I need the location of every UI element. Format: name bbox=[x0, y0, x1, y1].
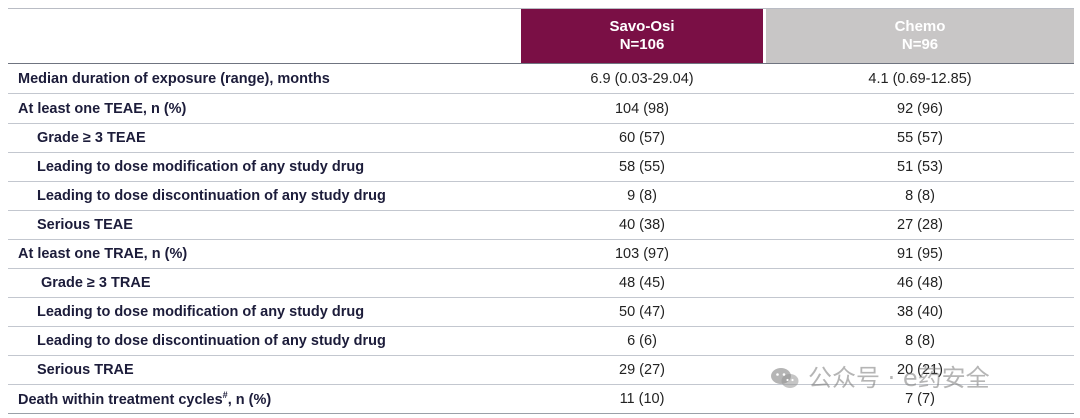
table-row: Median duration of exposure (range), mon… bbox=[8, 64, 1074, 94]
cell-savo-osi: 60 (57) bbox=[619, 129, 665, 146]
watermark-text: 公众号 · e药安全 bbox=[808, 364, 990, 392]
cell-chemo: 7 (7) bbox=[905, 390, 935, 407]
cell-savo-osi: 103 (97) bbox=[614, 245, 669, 262]
row-label-main: Death within treatment cycles bbox=[18, 391, 223, 408]
row-label: Leading to dose modification of any stud… bbox=[37, 158, 365, 175]
table-row: Leading to dose modification of any stud… bbox=[8, 152, 1074, 182]
watermark: 公众号 · e药安全 bbox=[770, 358, 990, 393]
cell-chemo: 91 (95) bbox=[897, 245, 943, 262]
cell-savo-osi: 48 (45) bbox=[619, 274, 665, 291]
cell-savo-osi: 6.9 (0.03-29.04) bbox=[590, 70, 694, 87]
footnote-marker: # bbox=[222, 389, 228, 400]
wechat-icon bbox=[771, 368, 799, 388]
cell-chemo: 55 (57) bbox=[897, 129, 943, 146]
cell-chemo: 8 (8) bbox=[905, 187, 935, 204]
row-label: Median duration of exposure (range), mon… bbox=[18, 70, 330, 87]
cell-savo-osi: 9 (8) bbox=[627, 187, 657, 204]
cell-savo-osi: 6 (6) bbox=[627, 332, 657, 349]
cell-savo-osi: 29 (27) bbox=[619, 361, 665, 378]
row-label: Leading to dose discontinuation of any s… bbox=[37, 332, 386, 349]
cell-chemo: 20 (21) bbox=[897, 361, 943, 378]
cell-chemo: 92 (96) bbox=[897, 100, 943, 117]
arm2-name: Chemo bbox=[894, 18, 946, 35]
table-row: Grade ≥ 3 TEAE 60 (57) 55 (57) bbox=[8, 123, 1074, 153]
row-label: Grade ≥ 3 TRAE bbox=[41, 274, 151, 291]
table-row: Death within treatment cycles#, n (%) 11… bbox=[8, 384, 1074, 413]
cell-savo-osi: 50 (47) bbox=[619, 303, 665, 320]
row-label: Grade ≥ 3 TEAE bbox=[37, 129, 146, 146]
row-label: At least one TEAE, n (%) bbox=[18, 100, 187, 117]
row-label: Serious TRAE bbox=[37, 361, 134, 378]
row-label: At least one TRAE, n (%) bbox=[18, 245, 188, 262]
table-row: Leading to dose discontinuation of any s… bbox=[8, 326, 1074, 356]
cell-savo-osi: 58 (55) bbox=[619, 158, 665, 175]
arm1-name: Savo-Osi bbox=[609, 18, 675, 35]
table-row: At least one TRAE, n (%) 103 (97) 91 (95… bbox=[8, 239, 1074, 269]
cell-chemo: 38 (40) bbox=[897, 303, 943, 320]
arm-header-savo-osi: Savo-Osi N=106 bbox=[521, 9, 763, 63]
row-label-tail: , n (%) bbox=[227, 391, 272, 408]
table-row: At least one TEAE, n (%) 104 (98) 92 (96… bbox=[8, 94, 1074, 124]
table-row: Leading to dose discontinuation of any s… bbox=[8, 181, 1074, 211]
arm2-n: N=96 bbox=[901, 36, 939, 53]
arm1-n: N=106 bbox=[619, 36, 665, 53]
row-label: Leading to dose discontinuation of any s… bbox=[37, 187, 386, 204]
table-row: Leading to dose modification of any stud… bbox=[8, 297, 1074, 327]
row-label: Leading to dose modification of any stud… bbox=[37, 303, 365, 320]
cell-chemo: 27 (28) bbox=[897, 216, 943, 233]
arm-header-chemo: Chemo N=96 bbox=[766, 9, 1074, 63]
row-label: Death within treatment cycles#, n (%) bbox=[18, 390, 271, 408]
cell-savo-osi: 104 (98) bbox=[614, 100, 669, 117]
cell-savo-osi: 11 (10) bbox=[619, 390, 665, 407]
table-row: Serious TEAE 40 (38) 27 (28) bbox=[8, 210, 1074, 240]
cell-chemo: 4.1 (0.69-12.85) bbox=[868, 70, 972, 87]
safety-table: Savo-Osi N=106 Chemo N=96 Median duratio… bbox=[8, 8, 1074, 414]
table-row: Serious TRAE 29 (27) 20 (21) bbox=[8, 355, 1074, 385]
row-label: Serious TEAE bbox=[37, 216, 133, 233]
table-row: Grade ≥ 3 TRAE 48 (45) 46 (48) bbox=[8, 268, 1074, 298]
cell-chemo: 46 (48) bbox=[897, 274, 943, 291]
cell-chemo: 51 (53) bbox=[897, 158, 943, 175]
cell-chemo: 8 (8) bbox=[905, 332, 935, 349]
header-divider bbox=[8, 63, 1074, 64]
cell-savo-osi: 40 (38) bbox=[619, 216, 665, 233]
